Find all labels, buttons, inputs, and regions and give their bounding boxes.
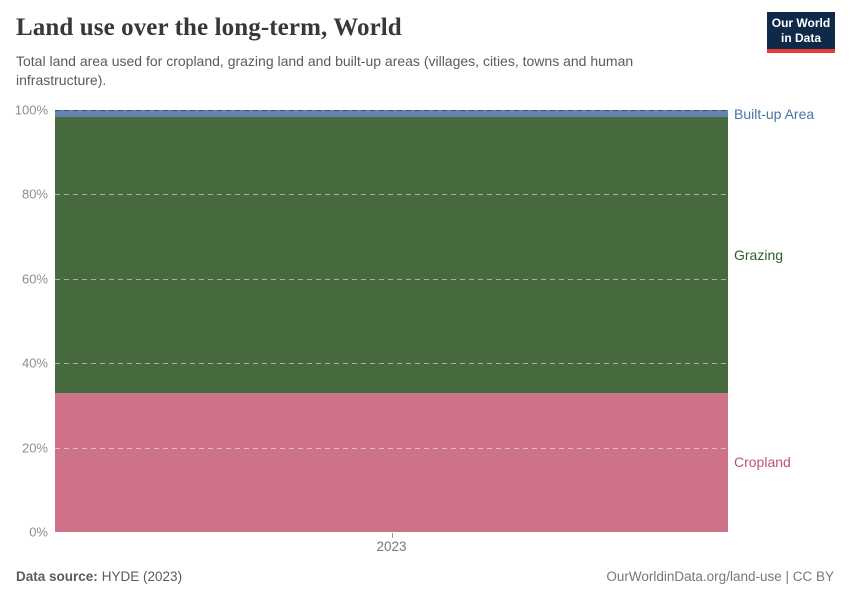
- area-band-grazing[interactable]: [55, 117, 728, 393]
- series-labels: Cropland Grazing Built-up Area: [734, 106, 846, 532]
- y-tick-label-100: 100%: [14, 102, 48, 118]
- data-source-label: Data source:: [16, 569, 98, 584]
- y-axis-labels: 0% 20% 40% 60% 80% 100%: [0, 103, 48, 540]
- y-tick-label-40: 40%: [21, 355, 48, 371]
- series-label-cropland[interactable]: Cropland: [734, 454, 791, 471]
- owid-logo[interactable]: Our World in Data: [767, 12, 835, 53]
- data-source-value: HYDE (2023): [101, 569, 183, 584]
- chart-title: Land use over the long-term, World: [16, 14, 402, 41]
- x-tick-label-0: 2023: [376, 539, 407, 554]
- owid-link[interactable]: OurWorldinData.org/land-use | CC BY: [606, 569, 834, 584]
- area-band-cropland[interactable]: [55, 392, 728, 532]
- data-source: Data source: HYDE (2023): [16, 569, 182, 584]
- y-tick-label-0: 0%: [29, 524, 48, 540]
- x-tick-mark-0: [391, 533, 393, 538]
- owid-logo-line2: in Data: [780, 30, 821, 45]
- area-band-built-up-area[interactable]: [55, 110, 728, 118]
- owid-logo-line1: Our World: [771, 16, 831, 31]
- y-tick-label-80: 80%: [21, 186, 48, 202]
- chart-footer: Data source: HYDE (2023) OurWorldinData.o…: [16, 569, 834, 584]
- series-label-grazing[interactable]: Grazing: [734, 246, 784, 263]
- chart-subtitle: Total land area used for cropland, grazi…: [16, 53, 634, 89]
- y-tick-label-60: 60%: [21, 271, 48, 287]
- y-tick-label-20: 20%: [21, 440, 48, 456]
- stacked-area-plot[interactable]: [55, 110, 728, 532]
- series-label-built-up-area[interactable]: Built-up Area: [734, 105, 815, 122]
